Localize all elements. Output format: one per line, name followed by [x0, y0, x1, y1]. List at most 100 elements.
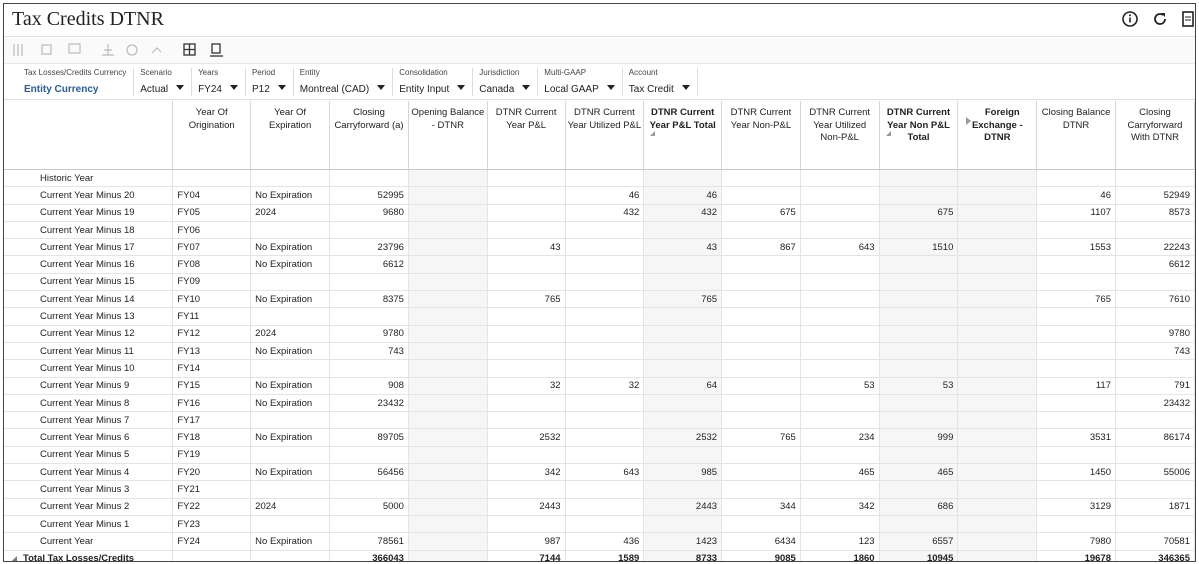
table-cell	[329, 411, 409, 430]
table-row: Current Year Minus 10 FY14	[4, 359, 1195, 378]
pov-item[interactable]: Period P12	[251, 68, 294, 97]
table-cell	[721, 220, 801, 240]
cell-text: FY09	[177, 276, 201, 288]
table-cell: 1423	[643, 532, 723, 551]
pov-item[interactable]: Multi-GAAP Local GAAP	[544, 68, 623, 97]
pov-item[interactable]: Entity Montreal (CAD)	[299, 68, 394, 97]
document-button[interactable]	[1181, 10, 1195, 28]
table-cell	[407, 290, 488, 309]
table-cell: 5000	[329, 497, 409, 516]
cell-text: 7610	[1168, 293, 1190, 305]
collapse-icon[interactable]	[650, 131, 656, 136]
cell-text: Current Year	[40, 535, 94, 547]
refresh-button[interactable]	[1151, 10, 1169, 28]
table-cell	[250, 445, 331, 465]
table-cell	[957, 480, 1038, 499]
cell-text: 53	[942, 380, 954, 392]
table-cell	[721, 290, 801, 309]
pov-value[interactable]: Local GAAP	[544, 84, 599, 95]
table-cell: 643	[564, 463, 645, 482]
cell-text: 1107	[1090, 207, 1111, 219]
table-cell: 2532	[643, 428, 723, 447]
table-cell	[799, 514, 880, 534]
cell-text: 64	[706, 380, 718, 392]
collapse-icon[interactable]	[885, 131, 891, 136]
column-header-text: Opening Balance - DTNR	[411, 107, 485, 131]
table-cell	[329, 445, 409, 465]
table-cell	[407, 255, 488, 274]
table-cell: 9085	[721, 549, 801, 561]
header-actions	[1121, 10, 1195, 28]
cell-text: 342	[544, 466, 561, 478]
table-row: Current Year Minus 3 FY21	[4, 480, 1195, 499]
cell-text: 3129	[1089, 501, 1111, 513]
table-cell	[643, 255, 723, 274]
table-cell	[957, 428, 1038, 447]
pov-item[interactable]: Scenario Actual	[140, 68, 193, 97]
pov-value[interactable]: Tax Credit	[628, 84, 674, 95]
table-cell	[721, 376, 801, 395]
table-cell	[564, 428, 645, 447]
cell-text: 765	[1095, 293, 1111, 305]
table-row: Current Year Minus 5 FY19	[4, 445, 1195, 465]
cell-text: 32	[628, 380, 640, 392]
cell-text: 2024	[255, 328, 277, 340]
table-cell	[250, 168, 331, 188]
table-cell: FY23	[172, 514, 252, 534]
table-cell: 23432	[1114, 393, 1195, 413]
column-header-text: DTNR Current Year Non P&L Total	[886, 107, 951, 143]
pov-value[interactable]: P12	[251, 84, 270, 95]
table-cell: 55006	[1114, 463, 1195, 482]
cell-text: No Expiration	[255, 432, 313, 444]
pov-value[interactable]: FY24	[198, 84, 222, 95]
pov-value[interactable]: Canada	[479, 84, 515, 95]
table-row: Current Year Minus 7 FY17	[4, 411, 1195, 430]
data-table: Year Of Origination Year Of Expiration Clo…	[4, 101, 1195, 561]
table-cell	[957, 255, 1038, 274]
table-cell	[407, 480, 488, 499]
table-cell	[486, 324, 566, 343]
row-header: Current Year Minus 14	[4, 290, 174, 309]
pov-item[interactable]: Consolidation Entity Input	[399, 68, 474, 97]
table-cell	[564, 411, 645, 430]
cell-text: 344	[779, 501, 796, 513]
table-cell	[957, 203, 1038, 222]
row-header: Historic Year	[4, 168, 174, 188]
cell-text: FY14	[177, 362, 201, 374]
table-cell: FY16	[172, 393, 252, 413]
table-cell	[329, 307, 409, 326]
table-cell	[1036, 341, 1116, 361]
cell-text: FY22	[177, 501, 201, 513]
pov-item[interactable]: Jurisdiction Canada	[479, 68, 539, 97]
cell-text: 46	[628, 189, 640, 201]
pov-value[interactable]: Actual	[140, 84, 169, 95]
cell-text: FY04	[177, 189, 201, 201]
table-cell: 123	[799, 532, 880, 551]
column-header: Opening Balance - DTNR	[408, 101, 488, 170]
cell-text: No Expiration	[255, 345, 313, 357]
table-cell	[957, 463, 1038, 482]
info-button[interactable]	[1121, 10, 1139, 28]
cell-text: Current Year Minus 9	[40, 380, 130, 392]
table-cell	[486, 186, 566, 205]
column-header: DTNR Current Year P&L Total	[643, 101, 723, 170]
table-cell: 2024	[250, 203, 331, 222]
cell-text: 32	[549, 380, 561, 392]
table-cell	[721, 480, 801, 499]
pov-value[interactable]: Entity Input	[399, 84, 450, 95]
pov-item[interactable]: Years FY24	[198, 68, 246, 97]
table-row: Current Year Minus 6 FY18 No Expiration 897…	[4, 428, 1195, 447]
dropdown-caret	[681, 85, 690, 91]
toolbar	[4, 37, 1195, 64]
cell-text: 765	[779, 432, 796, 444]
pov-item[interactable]: Account Tax Credit	[628, 68, 698, 97]
cell-text: 987	[544, 535, 561, 547]
table-cell	[957, 359, 1038, 378]
cell-text: 985	[701, 466, 718, 478]
table-cell	[721, 445, 801, 465]
collapse-icon[interactable]	[12, 556, 17, 561]
expand-icon[interactable]	[966, 117, 972, 125]
pov-value[interactable]: Montreal (CAD)	[299, 84, 370, 95]
table-cell	[1114, 220, 1195, 240]
cell-text: FY05	[177, 207, 201, 219]
